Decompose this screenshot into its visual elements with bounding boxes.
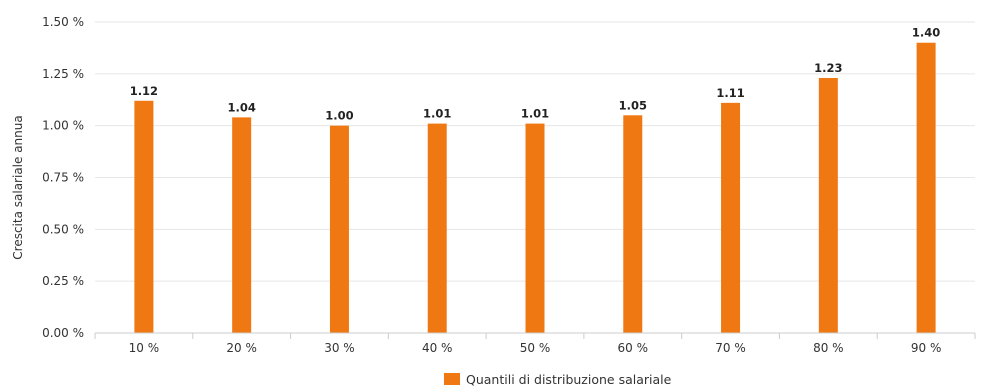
data-label: 1.04 — [227, 100, 255, 114]
x-tick-label: 90 % — [911, 341, 942, 355]
data-label: 1.11 — [716, 86, 744, 100]
bar — [623, 115, 643, 333]
bar — [427, 123, 447, 334]
data-label: 1.00 — [325, 109, 353, 123]
bar — [916, 42, 936, 333]
bar — [818, 77, 838, 333]
x-tick-label: 50 % — [520, 341, 551, 355]
legend-swatch — [444, 373, 460, 385]
y-tick-label: 0.00 % — [42, 326, 84, 340]
bar — [232, 117, 252, 333]
data-labels: 1.12 1.04 1.00 1.01 1.01 1.05 1.11 1.23 1.40 — [130, 26, 941, 123]
y-tick-label: 1.25 % — [42, 67, 84, 81]
y-axis-ticks: 0.00 % 0.25 % 0.50 % 0.75 % 1.00 % 1.25 % 1.50… — [42, 15, 84, 340]
x-tick-label: 40 % — [422, 341, 453, 355]
x-tick-label: 10 % — [129, 341, 160, 355]
data-label: 1.01 — [423, 107, 451, 121]
y-tick-label: 0.50 % — [42, 222, 84, 236]
bars — [134, 42, 936, 334]
data-label: 1.23 — [814, 61, 842, 75]
legend-label: Quantili di distribuzione salariale — [466, 372, 672, 387]
bar — [721, 102, 741, 333]
x-axis: 10 % 20 % 30 % 40 % 50 % 60 % 70 % 80 % 90 % — [94, 332, 976, 355]
legend: Quantili di distribuzione salariale — [444, 372, 672, 387]
x-tick-label: 80 % — [813, 341, 844, 355]
bar — [329, 125, 349, 334]
y-tick-label: 1.50 % — [42, 15, 84, 29]
y-tick-label: 1.00 % — [42, 119, 84, 133]
y-axis-title: Crescita salariale annua — [11, 115, 25, 259]
y-tick-label: 0.75 % — [42, 171, 84, 185]
x-tick-label: 70 % — [715, 341, 746, 355]
x-tick-label: 20 % — [226, 341, 257, 355]
data-label: 1.12 — [130, 84, 158, 98]
x-tick-label: 30 % — [324, 341, 355, 355]
bar — [525, 123, 545, 334]
bar — [134, 100, 154, 333]
x-tick-label: 60 % — [618, 341, 649, 355]
data-label: 1.01 — [521, 107, 549, 121]
data-label: 1.40 — [912, 26, 940, 40]
data-label: 1.05 — [619, 98, 647, 112]
y-tick-label: 0.25 % — [42, 274, 84, 288]
